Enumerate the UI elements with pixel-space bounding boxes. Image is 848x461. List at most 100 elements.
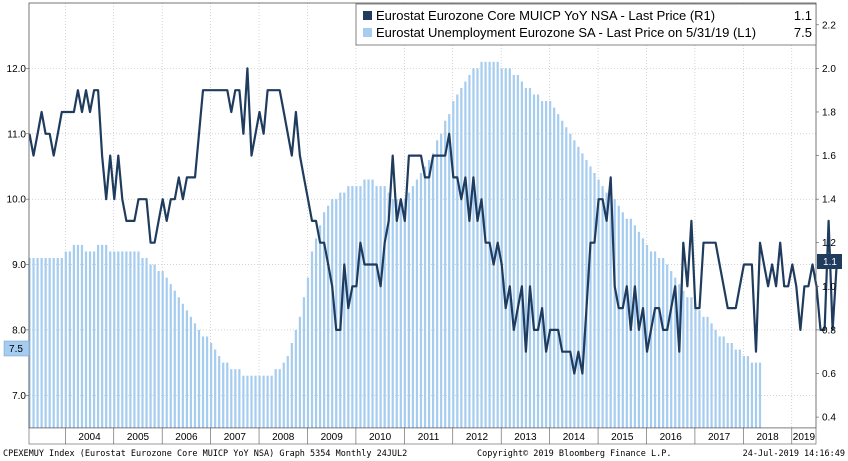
unemployment-bar [500, 68, 503, 428]
unemployment-bar [625, 218, 628, 428]
left-tick-label: 8.0 [12, 325, 26, 336]
unemployment-bar [363, 179, 366, 428]
unemployment-bar [359, 186, 362, 428]
unemployment-bar [415, 179, 419, 428]
left-axis-ticks: 7.0 8.0 9.0 10.0 11.0 12.0 [7, 64, 29, 402]
left-tick-label: 10.0 [7, 195, 27, 206]
unemployment-bar [573, 140, 576, 429]
unemployment-bar [218, 356, 221, 428]
unemployment-bar [734, 349, 737, 428]
unemployment-bar [464, 81, 467, 428]
left-last-value-tag: 7.5 [3, 340, 30, 357]
unemployment-bar [444, 120, 447, 428]
legend-swatch-core [363, 11, 372, 20]
unemployment-bar [440, 133, 443, 428]
left-tick-label: 11.0 [7, 129, 26, 140]
unemployment-bar [339, 192, 342, 428]
x-tick-label: 2019 [793, 432, 816, 443]
unemployment-bar [403, 199, 406, 428]
right-tick-label: 0.4 [822, 413, 836, 424]
unemployment-bar [189, 316, 193, 428]
unemployment-bar [310, 251, 314, 428]
unemployment-bar [601, 186, 604, 428]
unemployment-bar [161, 271, 164, 428]
unemployment-bar [64, 251, 67, 428]
unemployment-bar [274, 369, 277, 428]
unemployment-bar [270, 375, 273, 428]
unemployment-bar [234, 369, 237, 428]
unemployment-bar [589, 166, 592, 428]
right-tick-label: 1.8 [822, 107, 836, 118]
unemployment-bar [383, 186, 386, 428]
unemployment-bar [331, 199, 334, 428]
x-tick-label: 2008 [272, 432, 295, 443]
unemployment-bar [262, 375, 265, 428]
unemployment-bar [710, 323, 713, 428]
unemployment-bar [452, 101, 455, 429]
legend-value-unemployment: 7.5 [794, 25, 812, 40]
unemployment-bar [508, 68, 511, 428]
unemployment-bar [662, 258, 665, 428]
unemployment-bar [670, 271, 673, 428]
unemployment-bar [210, 343, 213, 428]
right-tick-label: 1.6 [822, 151, 836, 162]
unemployment-bar [367, 179, 370, 428]
unemployment-bar [577, 146, 580, 428]
unemployment-bar [758, 362, 762, 428]
unemployment-bar [153, 264, 156, 428]
unemployment-bar [391, 199, 394, 428]
legend-label-core: Eurostat Eurozone Core MUICP YoY NSA - L… [376, 8, 715, 23]
unemployment-bar [205, 336, 209, 428]
right-tick-label: 0.8 [822, 325, 836, 336]
unemployment-bar [395, 199, 398, 428]
unemployment-bar [742, 356, 745, 428]
unemployment-bar [456, 94, 459, 429]
unemployment-bar [169, 284, 172, 428]
unemployment-bar [129, 251, 132, 428]
unemployment-bar [48, 258, 51, 428]
unemployment-bar [193, 323, 197, 428]
unemployment-bar [149, 264, 152, 428]
unemployment-bar [343, 192, 346, 428]
unemployment-bar [698, 310, 701, 428]
unemployment-bar [60, 258, 63, 428]
unemployment-bar [730, 343, 733, 428]
x-tick-label: 2016 [660, 432, 683, 443]
unemployment-bar [690, 297, 693, 428]
unemployment-bar [540, 101, 544, 429]
unemployment-bar [549, 101, 552, 429]
unemployment-bar [246, 375, 249, 428]
unemployment-bar [201, 336, 205, 428]
x-tick-label: 2005 [127, 432, 150, 443]
unemployment-bar [165, 277, 168, 428]
core-inflation-line-layer [28, 67, 838, 375]
unemployment-bar [528, 88, 532, 428]
unemployment-bar [674, 277, 677, 428]
unemployment-bar [702, 316, 705, 428]
unemployment-bar [682, 290, 685, 428]
unemployment-bar [645, 244, 649, 428]
unemployment-bar [28, 258, 31, 428]
unemployment-bar [36, 258, 39, 428]
unemployment-bar [80, 244, 84, 428]
unemployment-bar [423, 166, 427, 428]
unemployment-bar [185, 310, 189, 428]
unemployment-bar [750, 362, 754, 428]
unemployment-bar [427, 159, 431, 428]
unemployment-bar [173, 290, 176, 428]
unemployment-bar [722, 336, 725, 428]
right-last-value-tag-text: 1.1 [823, 257, 837, 268]
unemployment-bar [226, 362, 229, 428]
unemployment-bar [544, 101, 548, 429]
unemployment-bar [407, 192, 410, 428]
unemployment-bar [197, 329, 201, 428]
unemployment-bar [371, 179, 374, 428]
left-last-value-tag-text: 7.5 [9, 344, 23, 355]
unemployment-bar [448, 114, 451, 429]
unemployment-bar [666, 264, 669, 428]
unemployment-bar [145, 258, 148, 428]
unemployment-bar [532, 94, 536, 429]
unemployment-bar [181, 303, 184, 428]
unemployment-bar [536, 94, 540, 429]
unemployment-bar [294, 329, 297, 428]
